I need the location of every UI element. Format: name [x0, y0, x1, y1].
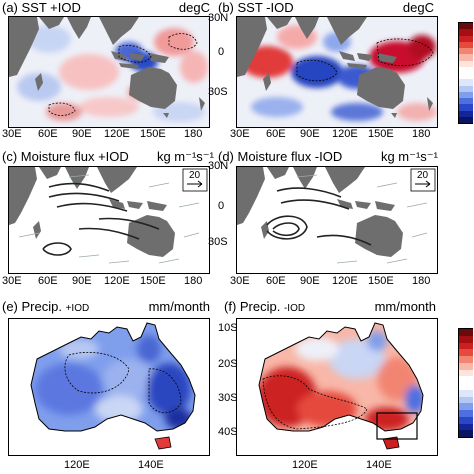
panel-c-unit: kg m⁻¹s⁻¹ [156, 149, 214, 164]
colorbar-swatch [459, 54, 473, 61]
panel-e-map [8, 318, 210, 456]
panel-f-title-main: (f) Precip. [224, 299, 281, 314]
panel-b-map [236, 16, 438, 128]
lat-tick-0-mid: 0 [218, 200, 225, 212]
panel-f-title-sub: -IOD [283, 303, 306, 314]
lat-tick-30s-top: 30S [208, 86, 228, 98]
colorbar-swatch [459, 329, 473, 336]
lon-tick-180-c: 180 [184, 275, 203, 287]
lon-tick-150e-c: 150E [140, 275, 166, 287]
lon-tick-120e-a: 120E [104, 128, 130, 140]
colorbar-swatch [459, 104, 473, 111]
colorbar-swatch [459, 410, 473, 417]
lon-tick-150e-a: 150E [140, 128, 166, 140]
lon-tick-60e-c: 60E [38, 275, 58, 287]
colorbar-swatch [459, 376, 473, 383]
lat-tick-30s-mid: 30S [208, 236, 228, 248]
lon-tick-120e-e: 120E [64, 459, 90, 471]
lon-tick-150e-b: 150E [368, 128, 394, 140]
lon-tick-180-d: 180 [412, 275, 431, 287]
colorbar-swatch [459, 35, 473, 42]
lon-tick-30e-d: 30E [230, 275, 250, 287]
panel-e-title-main: (e) Precip. [2, 299, 62, 314]
panel-e-title-sub: +IOD [65, 303, 90, 314]
panel-a-unit: degC [178, 0, 210, 15]
colorbar-swatch [459, 91, 473, 98]
lon-tick-90e-c: 90E [72, 275, 92, 287]
colorbar-swatch [459, 342, 473, 350]
colorbar-swatch [459, 41, 473, 48]
colorbar-swatch [459, 389, 473, 397]
panel-f-map [236, 318, 438, 456]
panel-e-title: (e) Precip. +IOD [2, 300, 89, 316]
colorbar-swatch [459, 98, 473, 105]
lat-tick-30s-bottom: 30S [218, 392, 238, 404]
lon-tick-120e-f: 120E [292, 459, 318, 471]
lat-tick-10s: 10S [218, 322, 238, 334]
lon-tick-30e-b: 30E [230, 128, 250, 140]
lat-tick-30n-top: 30N [208, 12, 229, 24]
lon-tick-180-b: 180 [412, 128, 431, 140]
colorbar-swatch [459, 356, 473, 363]
colorbar-swatch [459, 48, 473, 55]
lon-tick-60e-d: 60E [266, 275, 286, 287]
lon-tick-150e-d: 150E [368, 275, 394, 287]
panel-b-unit: degC [402, 0, 434, 15]
lat-tick-0-top: 0 [218, 46, 225, 58]
colorbar-swatch [459, 423, 473, 431]
colorbar-swatch [459, 335, 473, 343]
lon-tick-120e-d: 120E [332, 275, 358, 287]
lat-tick-30n-mid: 30N [208, 160, 229, 172]
panel-b-title: (b) SST -IOD [218, 0, 294, 15]
colorbar-swatch [459, 116, 473, 123]
colorbar-swatch [459, 383, 473, 390]
panel-d-map: 20 [236, 166, 438, 274]
lon-tick-30e-a: 30E [2, 128, 22, 140]
lon-tick-60e-a: 60E [38, 128, 58, 140]
ref-vector-label-d: 20 [417, 170, 429, 181]
lon-tick-120e-b: 120E [332, 128, 358, 140]
panel-f-unit: mm/month [374, 299, 436, 314]
lon-tick-120e-c: 120E [104, 275, 130, 287]
panel-d-title: (d) Moisture flux -IOD [218, 149, 343, 164]
lon-tick-90e-d: 90E [300, 275, 320, 287]
lon-tick-60e-b: 60E [266, 128, 286, 140]
lon-tick-140e-f: 140E [366, 459, 392, 471]
lon-tick-140e-e: 140E [138, 459, 164, 471]
colorbar-swatch [459, 85, 473, 92]
colorbar-swatch [459, 66, 473, 73]
panel-e-unit: mm/month [148, 299, 210, 314]
colorbar-swatch [459, 416, 473, 424]
colorbar-swatch [459, 60, 473, 67]
lon-tick-180-a: 180 [184, 128, 203, 140]
colorbar-swatch [459, 73, 473, 80]
lon-tick-30e-c: 30E [2, 275, 22, 287]
colorbar-swatch [459, 369, 473, 377]
panel-c-title: (c) Moisture flux +IOD [2, 149, 129, 164]
panel-d-unit: kg m⁻¹s⁻¹ [380, 149, 438, 164]
panel-c-map: 20 [8, 166, 210, 274]
panel-a-title: (a) SST +IOD [2, 0, 81, 15]
colorbar-swatch [459, 403, 473, 410]
colorbar-swatch [459, 29, 473, 36]
colorbar-swatch [459, 23, 473, 30]
lon-tick-90e-b: 90E [300, 128, 320, 140]
panel-a-map [8, 16, 210, 128]
colorbar-swatch [459, 110, 473, 117]
lat-tick-20s: 20S [218, 358, 238, 370]
panel-f-title: (f) Precip. -IOD [224, 300, 305, 316]
colorbar-swatch [459, 396, 473, 404]
colorbar-sst [458, 22, 473, 124]
lon-tick-90e-a: 90E [72, 128, 92, 140]
colorbar-swatch [459, 430, 473, 437]
colorbar-swatch [459, 349, 473, 356]
lat-tick-40s: 40S [218, 426, 238, 438]
colorbar-swatch [459, 362, 473, 370]
colorbar-precip [458, 328, 473, 438]
ref-vector-label-c: 20 [189, 170, 201, 181]
colorbar-swatch [459, 79, 473, 86]
